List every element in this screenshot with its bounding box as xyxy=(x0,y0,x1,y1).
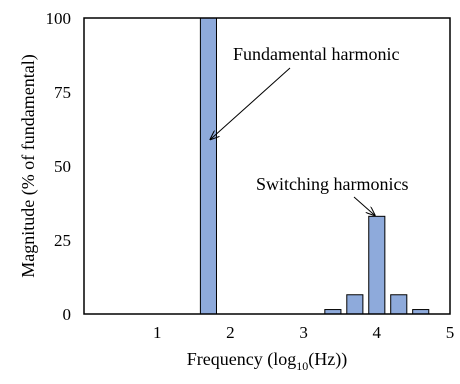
bars-group xyxy=(199,17,430,315)
x-axis-title-subscript: 10 xyxy=(296,359,308,373)
y-tick-labels: 0 25 50 75 100 xyxy=(46,9,72,324)
y-tick-label: 100 xyxy=(46,9,72,28)
bar-3 xyxy=(346,294,364,315)
y-tick-label: 0 xyxy=(63,305,72,324)
annotation-fundamental-harmonic: Fundamental harmonic xyxy=(233,44,399,64)
bar-4 xyxy=(368,215,386,315)
x-tick-label: 1 xyxy=(153,323,162,342)
y-axis-title: Magnitude (% of fundamental) xyxy=(18,54,39,277)
x-tick-label: 5 xyxy=(446,323,455,342)
plot-area-frame xyxy=(83,17,451,315)
x-axis-title-pre: Frequency (log xyxy=(187,349,296,370)
y-tick-label: 75 xyxy=(54,83,71,102)
x-axis-title: Frequency (log10(Hz)) xyxy=(187,349,347,373)
annotation-switching-harmonics: Switching harmonics xyxy=(256,174,408,194)
bar-1 xyxy=(199,17,217,315)
x-tick-label: 3 xyxy=(299,323,308,342)
annotations-group: Fundamental harmonic Switching harmonics xyxy=(210,44,408,215)
annotation-arrow-fundamental xyxy=(210,67,291,139)
y-tick-label: 50 xyxy=(54,157,71,176)
x-tick-label: 2 xyxy=(226,323,235,342)
x-tick-label: 4 xyxy=(373,323,382,342)
y-tick-label: 25 xyxy=(54,231,71,250)
bar-5 xyxy=(390,294,408,315)
x-tick-labels: 1 2 3 4 5 xyxy=(153,323,454,342)
x-axis-title-post: (Hz)) xyxy=(308,349,347,370)
annotation-arrow-switching xyxy=(353,196,375,215)
